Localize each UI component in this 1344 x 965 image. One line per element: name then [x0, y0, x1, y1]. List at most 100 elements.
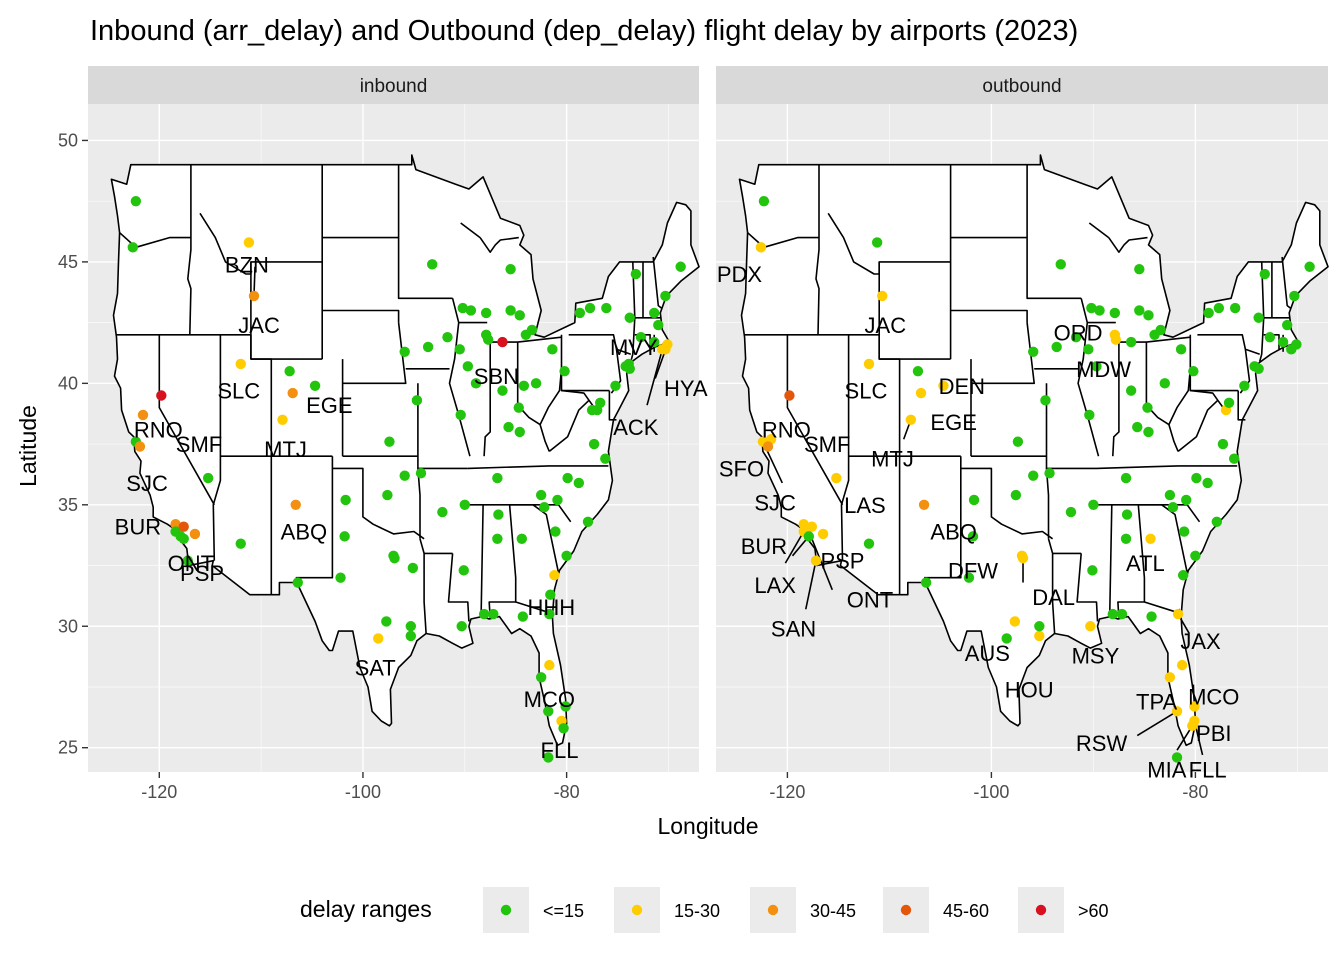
airport-label: EGE	[930, 410, 976, 435]
state-border	[448, 298, 471, 457]
legend-title: delay ranges	[300, 896, 432, 922]
state-border	[467, 465, 609, 470]
airport-point	[1191, 472, 1202, 484]
airport-label: BZN	[225, 252, 269, 277]
airport-label: SMF	[804, 432, 850, 457]
airport-point	[1110, 334, 1122, 345]
airport-point	[968, 494, 980, 506]
airport-point	[415, 468, 427, 479]
airport-point	[938, 380, 949, 391]
legend-key-point	[631, 904, 643, 916]
airport-point	[1091, 361, 1102, 372]
legend-label: 30-45	[810, 901, 856, 921]
state-border	[1108, 504, 1113, 617]
airport-point	[178, 533, 189, 545]
airport-label: ACK	[613, 415, 659, 440]
x-tick-label: -120	[141, 782, 177, 802]
airport-point	[762, 441, 774, 452]
state-border	[786, 334, 844, 506]
state-border	[548, 399, 590, 453]
airport-point	[340, 494, 351, 506]
airport-point	[127, 242, 139, 253]
airport-point	[189, 528, 201, 540]
airport-point	[877, 290, 888, 302]
y-axis-title: Latitude	[15, 405, 41, 487]
airport-point	[405, 630, 417, 642]
airport-point	[422, 341, 434, 353]
legend-key-point	[900, 904, 912, 916]
airport-point	[595, 397, 606, 408]
airport-label: ONT	[168, 551, 214, 576]
airport-point	[243, 237, 255, 248]
legend-label: 15-30	[674, 901, 720, 921]
airport-point	[1188, 366, 1199, 377]
state-border	[1197, 333, 1260, 355]
airport-point	[1286, 344, 1297, 355]
airport-point	[248, 290, 260, 302]
state-border	[483, 342, 492, 457]
airport-point	[407, 562, 419, 574]
airport-point	[1010, 489, 1022, 501]
airport-point	[156, 390, 167, 401]
x-tick-label: -100	[973, 782, 1009, 802]
airport-point	[384, 436, 395, 447]
airport-point	[562, 472, 573, 484]
y-tick-label: 35	[58, 495, 78, 515]
airport-point	[1134, 263, 1145, 275]
airport-point	[1203, 307, 1214, 319]
airport-label: MIA	[1147, 758, 1186, 783]
airport-point	[1190, 550, 1201, 562]
airport-point	[458, 565, 469, 576]
state-border	[480, 504, 484, 617]
airport-label: HOU	[1005, 677, 1054, 702]
airport-point	[1213, 302, 1225, 314]
state-border	[1237, 390, 1246, 421]
airport-point	[1277, 336, 1289, 348]
y-axis: 25 30 35 40 45 50	[58, 130, 88, 758]
state-border	[652, 256, 662, 309]
airport-point	[1217, 438, 1229, 450]
airport-point	[1228, 453, 1240, 464]
airport-point	[601, 302, 612, 314]
state-border	[479, 236, 519, 253]
airport-point	[539, 502, 550, 513]
airport-point	[1086, 302, 1097, 314]
airport-point	[505, 305, 516, 316]
plot-title: Inbound (arr_delay) and Outbound (dep_de…	[90, 15, 1078, 47]
label-leader-line	[646, 349, 664, 406]
airport-label: JAC	[865, 313, 907, 338]
airport-point	[549, 570, 560, 581]
airport-label: DAL	[1032, 585, 1075, 610]
airport-point	[1253, 312, 1264, 323]
airport-label: SAT	[355, 656, 396, 681]
airport-point	[456, 621, 467, 632]
x-axis-title: Longitude	[657, 813, 758, 839]
state-border	[322, 309, 400, 323]
airport-point	[559, 366, 570, 377]
airport-point	[545, 589, 556, 600]
airport-label: SJC	[754, 490, 796, 515]
airport-label: AUS	[965, 641, 1010, 666]
state-border	[1047, 538, 1056, 634]
airport-label: SBN	[474, 364, 519, 389]
state-border	[950, 309, 1028, 323]
airport-point	[1055, 259, 1066, 270]
airport-point	[1084, 409, 1095, 421]
airport-point	[920, 577, 932, 588]
state-border	[1076, 553, 1099, 622]
airport-point	[457, 302, 468, 314]
airport-point	[653, 319, 664, 331]
airport-point	[1143, 310, 1154, 321]
airport-point	[399, 470, 410, 481]
airport-point	[1178, 526, 1190, 537]
airport-point	[442, 331, 453, 343]
x-tick-label: -80	[1182, 782, 1208, 802]
airport-point	[1171, 706, 1183, 717]
airport-point	[1164, 489, 1176, 501]
airport-point	[202, 472, 214, 484]
airport-point	[505, 263, 516, 275]
state-border	[295, 456, 334, 579]
airport-point	[1159, 378, 1171, 389]
state-border	[419, 538, 427, 634]
